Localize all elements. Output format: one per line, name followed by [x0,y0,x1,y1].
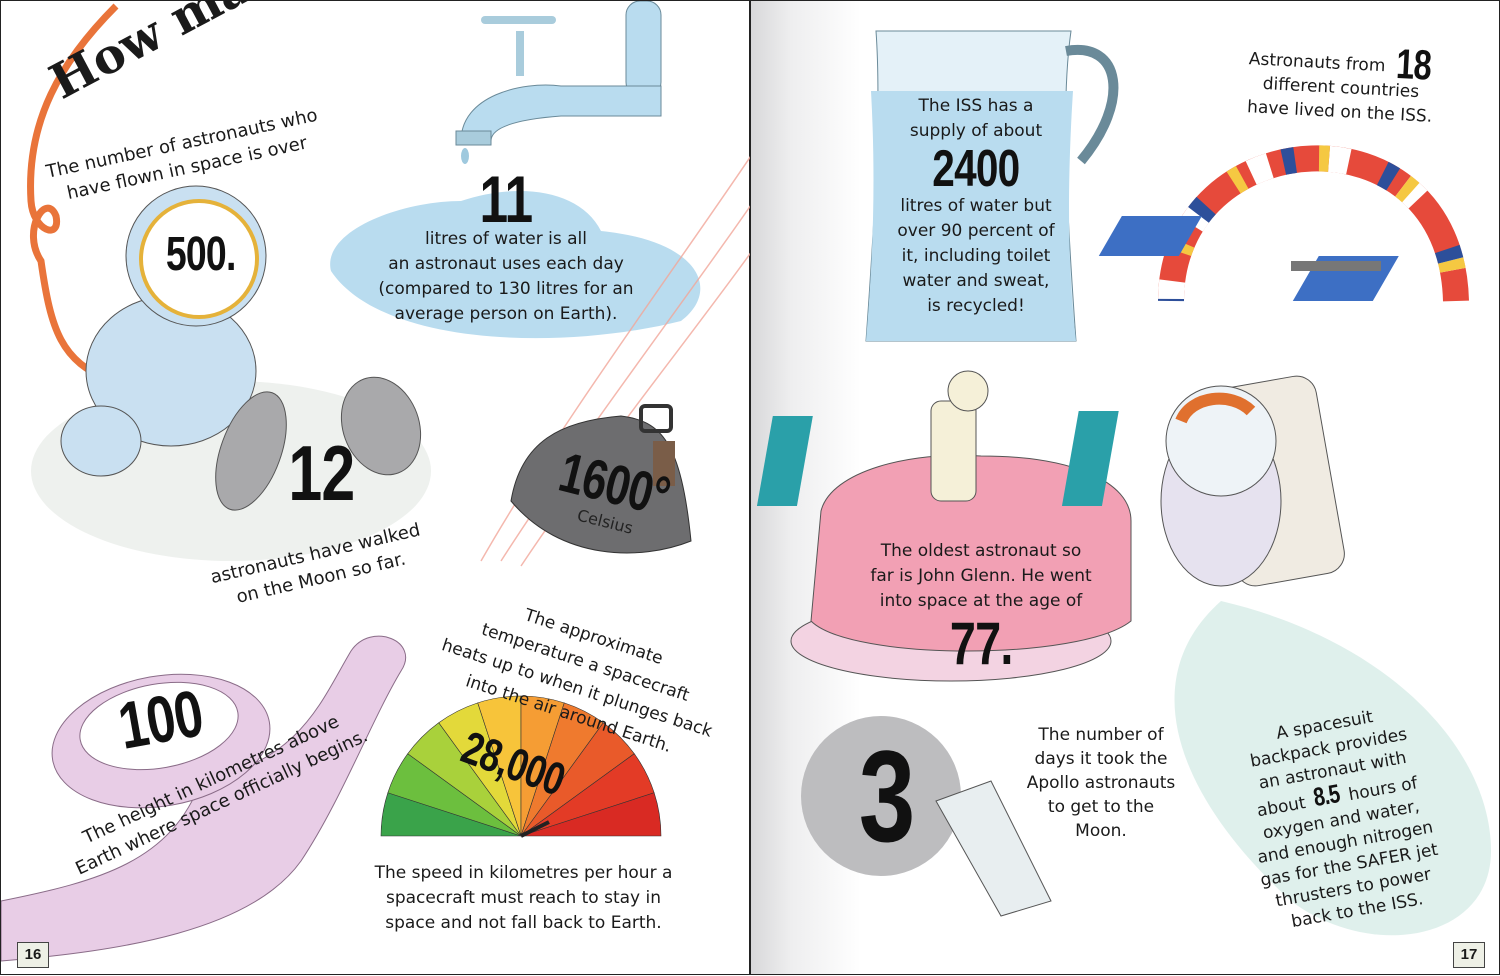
text-line: is recycled! [927,296,1025,316]
text-line: into space at the age of [879,591,1083,611]
right-page: The ISS has a supply of about 2400 litre… [750,0,1500,975]
fact-water-text: litres of water is all an astronaut uses… [356,227,656,327]
text-line: Moon. [1075,821,1127,841]
fact-water-number: 11 [479,162,534,236]
oldest-number: 77. [949,610,1014,677]
watercolor-cloud [1174,601,1491,936]
astronaut-right [1160,375,1345,587]
gauge-segment [520,792,662,837]
tether-rope [27,3,119,385]
gauge-needle [520,820,550,838]
text-line: an astronaut uses each day [388,254,624,274]
footprint-icon [215,391,287,511]
text-line: water and sweat, [902,271,1050,291]
tap-icon [455,1,662,164]
text-line: litres of water is all [425,229,587,249]
footprint-icon [340,376,422,476]
fact-apollo-number: 3 [858,723,915,869]
text-line: far is John Glenn. He went [870,566,1092,586]
illustrations-right [756,30,1491,936]
illustrations-left [1,1,751,962]
text-line: space and not fall back to Earth. [385,913,662,933]
water-jug-icon [865,30,1119,342]
page-number: 17 [1453,942,1485,968]
text-line: The ISS has a [918,96,1034,116]
text-line: litres of water but [900,196,1052,216]
text-line: days it took the [1034,749,1168,769]
fact-astronauts-number: 500. [166,228,237,281]
text-line: The speed in kilometres per hour a [374,863,673,883]
birthday-cake-icon [756,370,1132,682]
text-line: The oldest astronaut so [880,541,1082,561]
text-line: Apollo astronauts [1026,773,1176,793]
text-line: spacecraft must reach to stay in [385,888,662,908]
moon-icon [801,716,961,876]
text-line: average person on Earth). [394,304,618,324]
fact-oldest: The oldest astronaut so far is John Glen… [841,539,1121,674]
fact-moonwalk-number: 12 [287,429,355,517]
fact-apollo-text: The number of days it took the Apollo as… [1016,723,1186,843]
fact-backpack: A spacesuit backpack provides an astrona… [1214,696,1467,942]
iss-icon [1098,216,1399,301]
text-line: to get to the [1047,797,1155,817]
iss-water-number: 2400 [932,140,1020,198]
fact-iss-water: The ISS has a supply of about 2400 litre… [876,94,1076,319]
astronaut-left [60,185,267,477]
text-line: supply of about [909,121,1043,141]
apollo-capsule-icon [935,780,1052,917]
fact-countries: Astronauts from 18 different countries h… [1234,40,1448,130]
text-line: (compared to 130 litres for an [378,279,634,299]
water-puddle [330,191,701,339]
text-line: The number of [1038,725,1164,745]
left-page: How many? The number of astronauts who h… [0,0,751,975]
text-line: over 90 percent of [897,221,1055,241]
measuring-tape-icon [1,635,407,962]
text-line: it, including toilet [901,246,1051,266]
speedometer-icon [380,695,662,838]
page-number: 16 [17,942,49,968]
fact-speed-text: The speed in kilometres per hour a space… [361,861,686,936]
